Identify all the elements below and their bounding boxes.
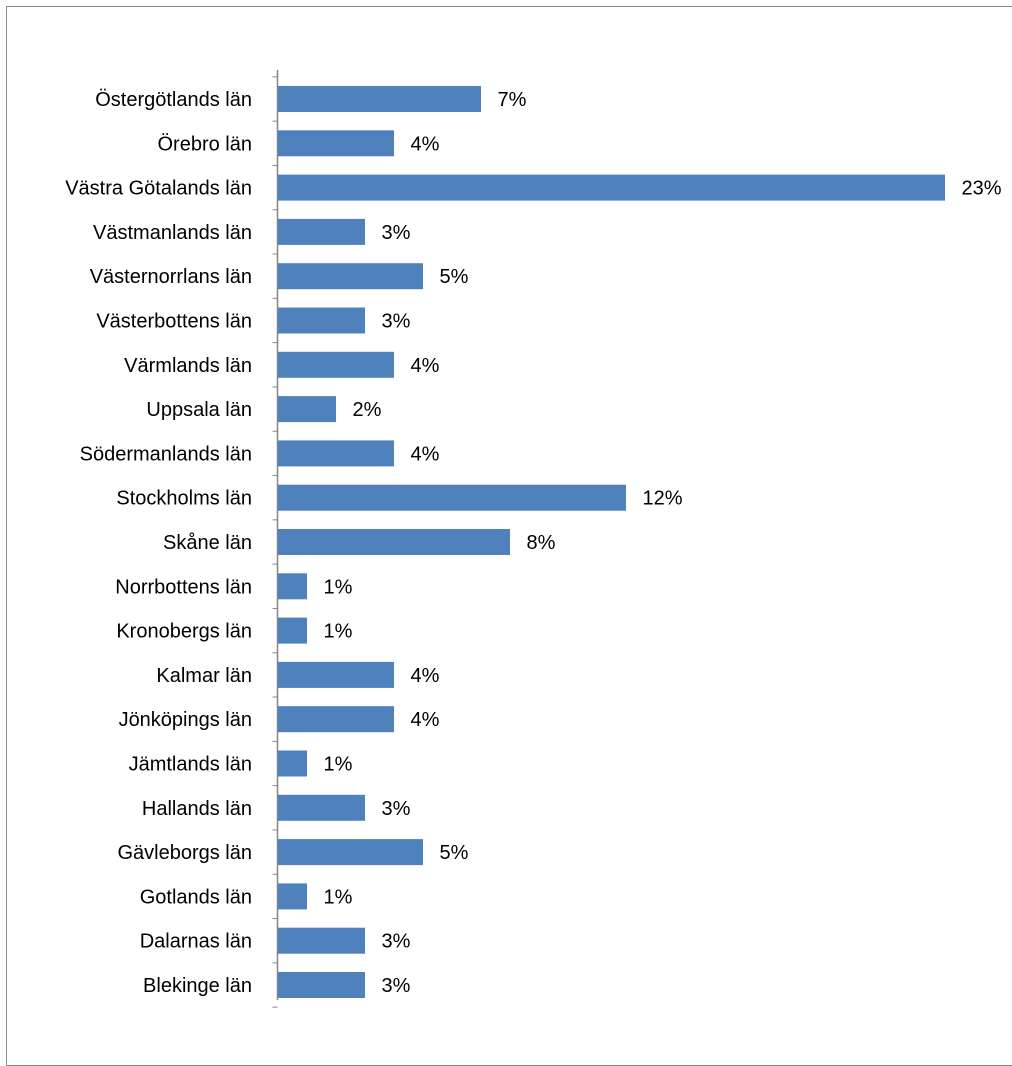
category-label: Gävleborgs län [117, 842, 252, 864]
data-label: 5% [440, 842, 469, 864]
data-label: 4% [411, 709, 440, 731]
category-label: Örebro län [158, 133, 253, 155]
bar [278, 972, 365, 998]
bar [278, 263, 423, 290]
bar [278, 529, 510, 555]
category-label: Stockholms län [116, 488, 252, 510]
data-label: 1% [324, 886, 353, 908]
data-label: 3% [382, 311, 411, 333]
category-label: Västernorrlans län [90, 266, 252, 288]
bar [278, 750, 307, 777]
data-label: 4% [411, 133, 440, 155]
category-label: Värmlands län [124, 355, 252, 377]
category-label: Jämtlands län [129, 754, 252, 776]
category-label: Norrbottens län [115, 576, 252, 598]
data-label: 4% [411, 665, 440, 687]
bar [278, 661, 394, 688]
bar [278, 573, 307, 600]
data-label: 1% [324, 754, 353, 776]
bar [278, 617, 307, 644]
category-label: Gotlands län [140, 886, 252, 908]
bar [278, 440, 394, 467]
data-label: 3% [382, 222, 411, 244]
data-label: 3% [382, 931, 411, 953]
data-label: 4% [411, 443, 440, 465]
bar [278, 218, 365, 245]
category-label: Dalarnas län [140, 931, 252, 953]
data-label: 7% [498, 89, 527, 111]
data-label: 23% [962, 178, 1002, 200]
bar [278, 130, 394, 157]
data-label: 3% [382, 975, 411, 997]
bar [278, 86, 481, 112]
bar [278, 396, 336, 423]
data-label: 8% [527, 532, 556, 554]
data-label: 3% [382, 798, 411, 820]
category-label: Södermanlands län [80, 443, 252, 465]
bar [278, 706, 394, 733]
category-label: Västra Götalands län [65, 178, 252, 200]
category-label: Västmanlands län [93, 222, 252, 244]
bar [278, 839, 423, 866]
category-label: Blekinge län [143, 975, 252, 997]
bar [278, 174, 945, 201]
bar [278, 351, 394, 378]
bar [278, 927, 365, 954]
data-label: 12% [643, 488, 683, 510]
data-label: 2% [353, 399, 382, 421]
data-label: 1% [324, 621, 353, 643]
category-label: Kalmar län [156, 665, 252, 687]
bar [278, 484, 626, 511]
category-label: Östergötlands län [95, 89, 252, 111]
category-label: Kronobergs län [116, 621, 252, 643]
bar [278, 883, 307, 910]
data-label: 1% [324, 576, 353, 598]
bar [278, 307, 365, 334]
bar [278, 794, 365, 821]
data-label: 5% [440, 266, 469, 288]
category-label: Skåne län [163, 532, 252, 554]
category-label: Jönköpings län [119, 709, 252, 731]
category-label: Hallands län [142, 798, 252, 820]
category-label: Uppsala län [146, 399, 252, 421]
data-label: 4% [411, 355, 440, 377]
category-label: Västerbottens län [96, 311, 252, 333]
